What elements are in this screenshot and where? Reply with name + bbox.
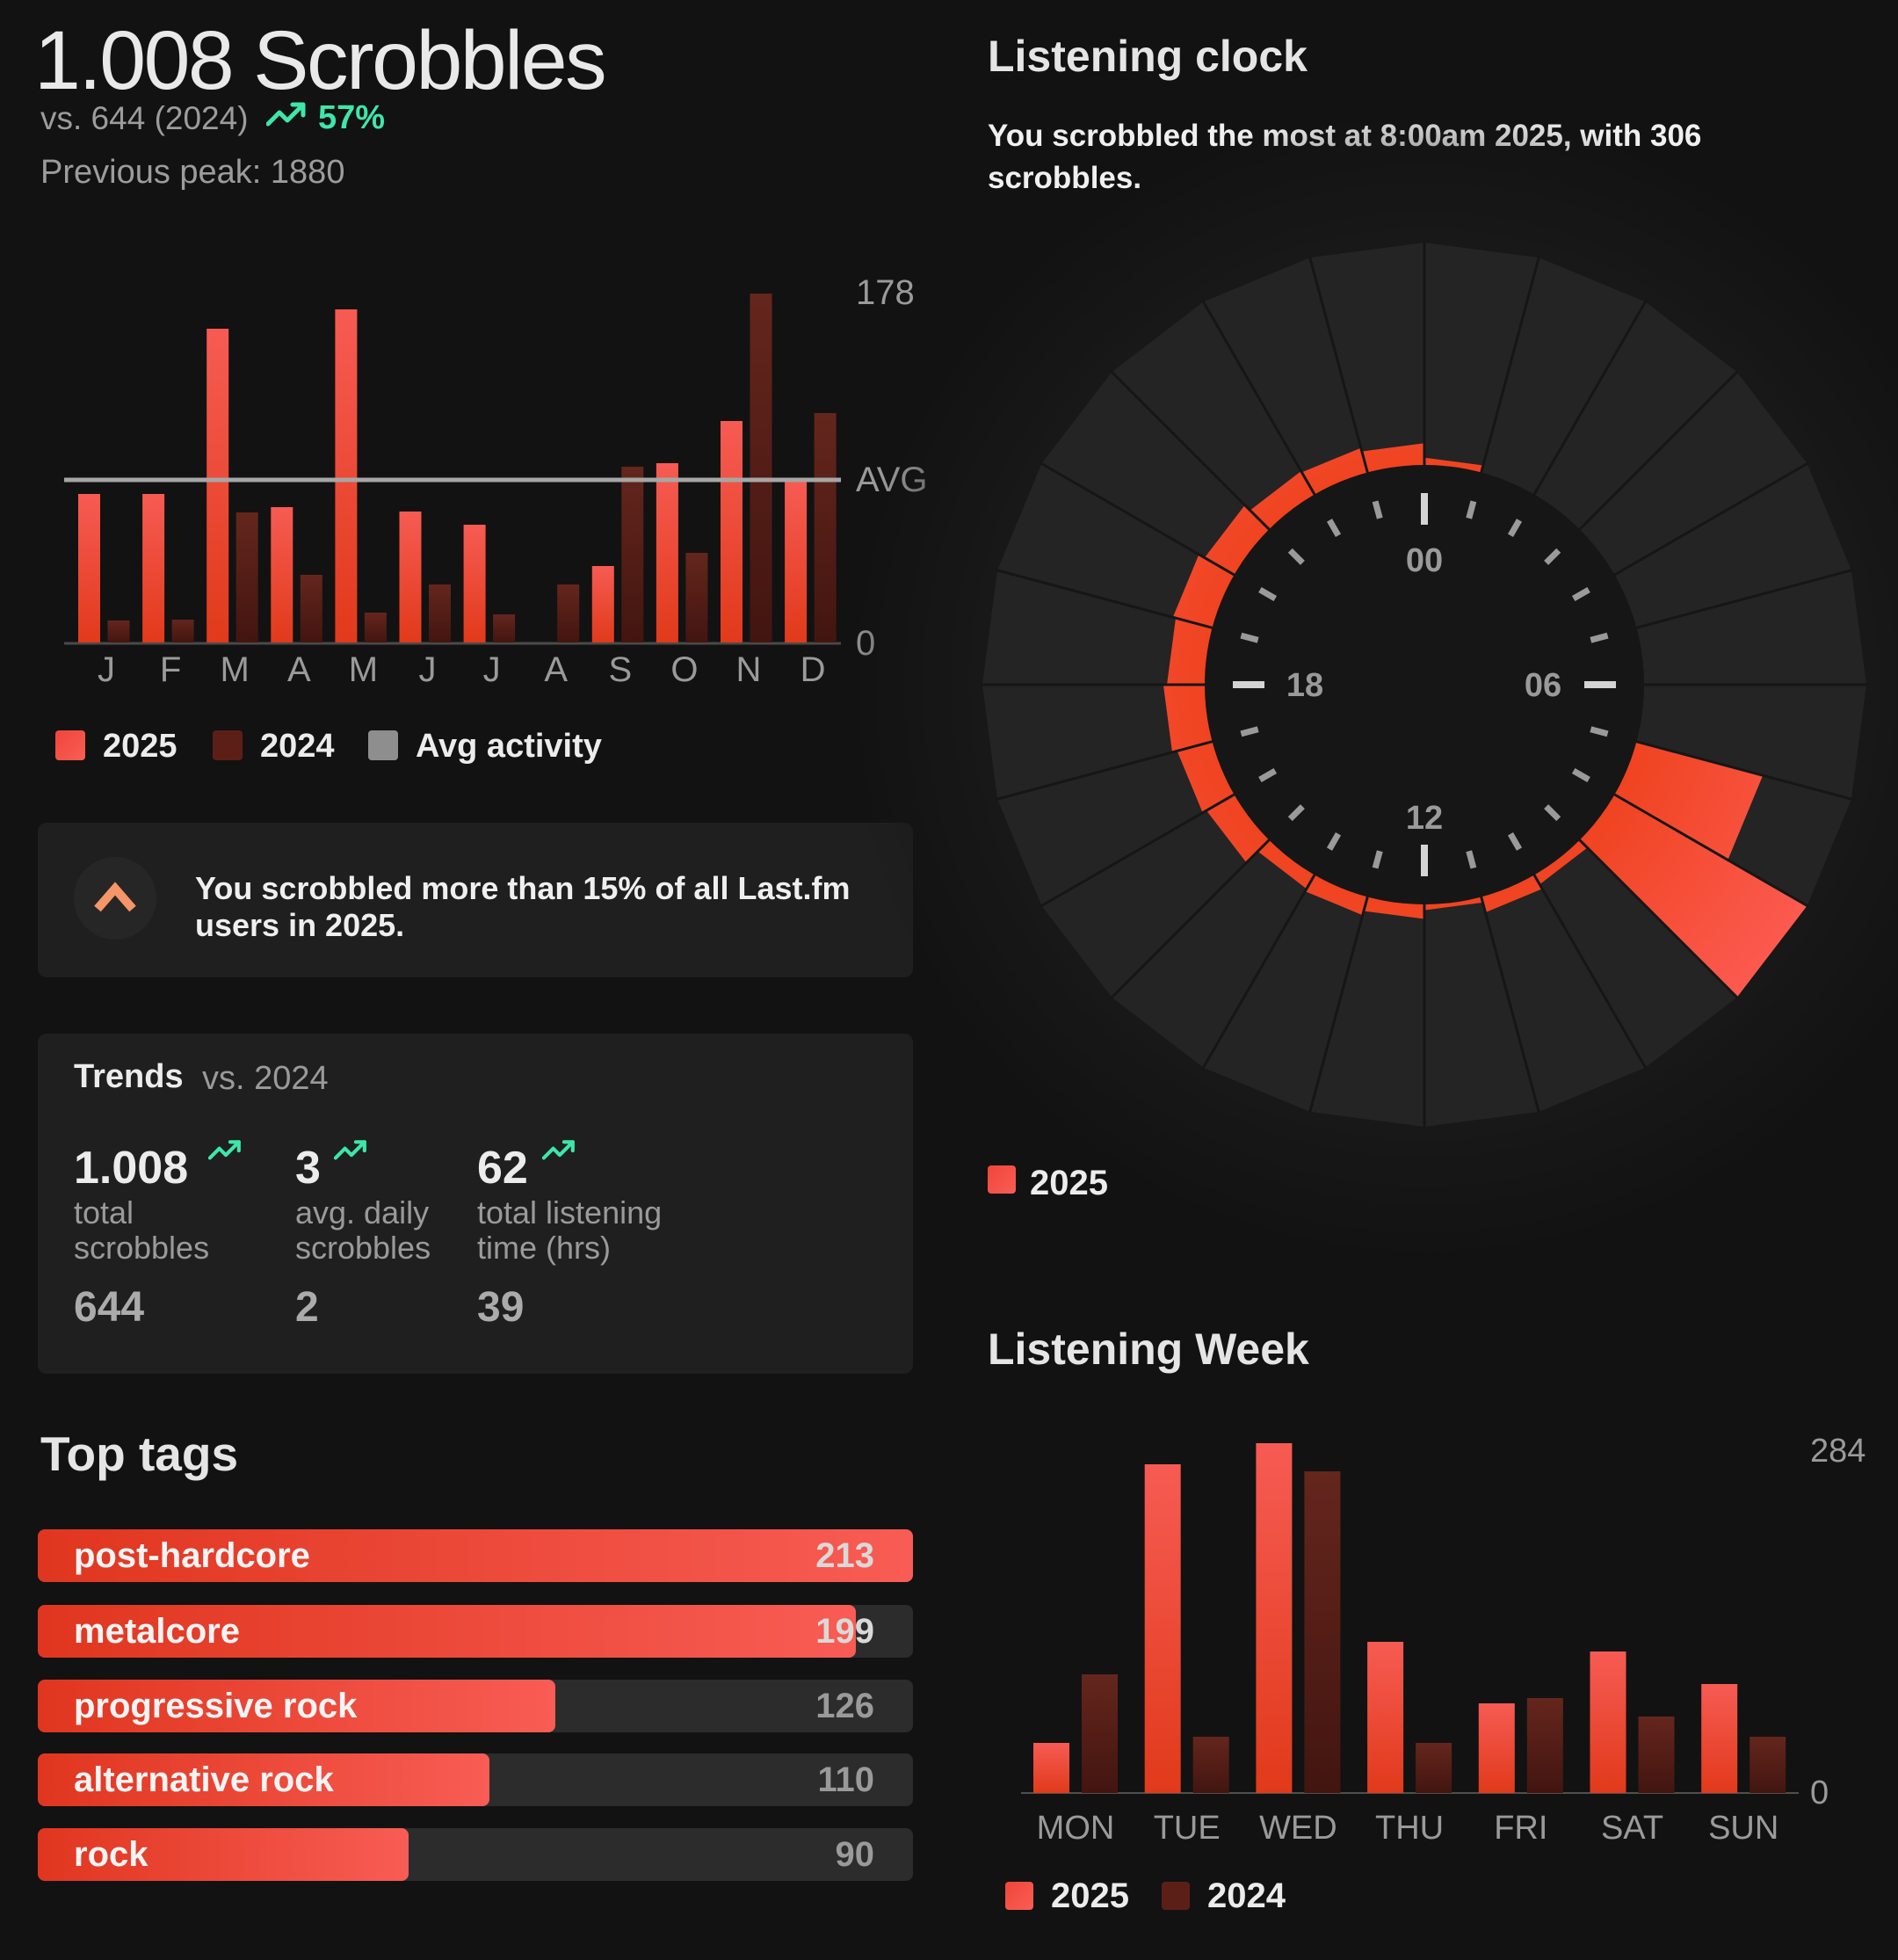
svg-text:A: A xyxy=(544,650,568,689)
svg-text:178: 178 xyxy=(856,273,915,312)
svg-text:06: 06 xyxy=(1525,667,1561,704)
svg-text:MON: MON xyxy=(1037,1810,1115,1847)
svg-text:0: 0 xyxy=(1810,1775,1829,1811)
svg-text:THU: THU xyxy=(1375,1810,1444,1847)
svg-text:M: M xyxy=(349,650,378,689)
svg-text:J: J xyxy=(483,650,501,689)
svg-text:SAT: SAT xyxy=(1601,1810,1663,1847)
svg-text:FRI: FRI xyxy=(1494,1810,1547,1847)
svg-text:J: J xyxy=(98,650,115,689)
svg-text:WED: WED xyxy=(1259,1810,1337,1847)
svg-text:N: N xyxy=(736,650,762,689)
svg-text:12: 12 xyxy=(1406,800,1443,837)
svg-text:TUE: TUE xyxy=(1154,1810,1221,1847)
svg-text:284: 284 xyxy=(1810,1433,1865,1470)
svg-text:M: M xyxy=(221,650,250,689)
svg-text:00: 00 xyxy=(1406,542,1443,579)
svg-text:18: 18 xyxy=(1286,667,1323,704)
svg-text:J: J xyxy=(419,650,437,689)
svg-text:SUN: SUN xyxy=(1708,1810,1778,1847)
svg-text:D: D xyxy=(800,650,826,689)
svg-text:F: F xyxy=(160,650,181,689)
svg-text:A: A xyxy=(287,650,311,689)
svg-text:S: S xyxy=(608,650,632,689)
svg-text:O: O xyxy=(670,650,698,689)
